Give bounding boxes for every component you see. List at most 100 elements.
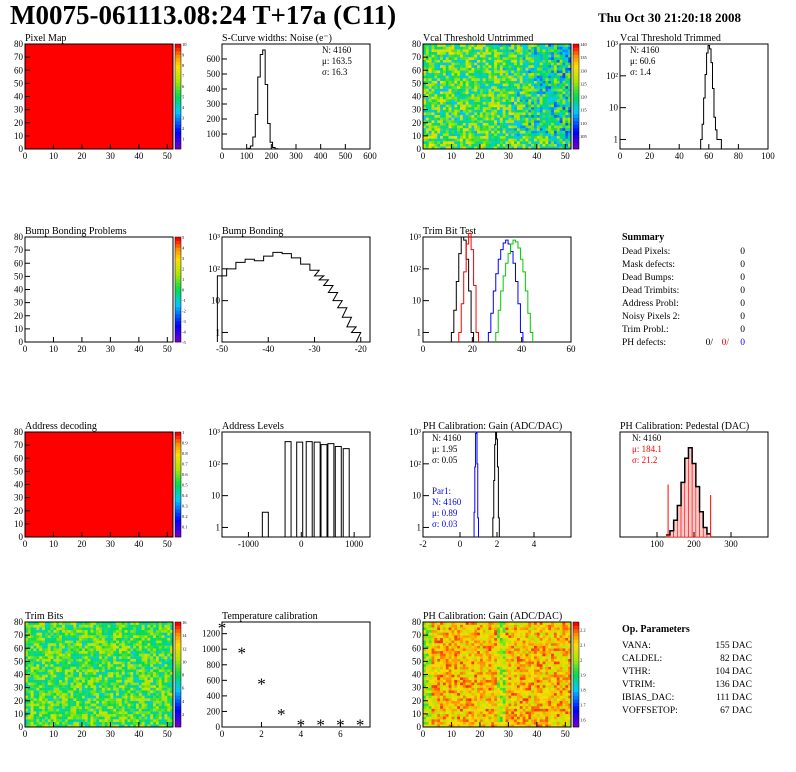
heatmap-cell — [477, 112, 481, 116]
color-scale-cell — [175, 93, 181, 97]
heatmap-cell — [474, 125, 478, 129]
heatmap-cell — [47, 643, 51, 646]
heatmap-cell — [33, 669, 37, 673]
heatmap-cell — [164, 692, 168, 696]
heatmap-cell — [425, 664, 429, 667]
heatmap-cell — [431, 93, 435, 97]
heatmap-cell — [76, 653, 80, 657]
heatmap-cell — [36, 629, 40, 633]
heatmap-cell — [462, 122, 466, 126]
heatmap-cell — [428, 711, 432, 715]
heatmap-cell — [42, 685, 46, 688]
heatmap-cell — [542, 88, 546, 92]
heatmap-cell — [155, 658, 159, 662]
heatmap-cell — [451, 146, 455, 150]
heatmap-cell — [423, 698, 427, 701]
heatmap-cell — [474, 112, 478, 116]
heatmap-cell — [562, 54, 566, 58]
heatmap-cell — [150, 700, 154, 704]
heatmap-cell — [499, 143, 503, 147]
heatmap-cell — [471, 135, 475, 139]
heatmap-cell — [113, 627, 117, 631]
heatmap-cell — [440, 698, 444, 701]
heatmap-cell — [53, 653, 57, 657]
heatmap-cell — [431, 59, 435, 63]
heatmap-cell — [460, 44, 464, 47]
heatmap-cell — [542, 54, 546, 58]
heatmap-cell — [44, 695, 48, 699]
heatmap-cell — [539, 99, 543, 102]
heatmap-cell — [90, 640, 94, 644]
heatmap-cell — [462, 83, 466, 87]
heatmap-cell — [565, 86, 569, 89]
heatmap-cell — [84, 648, 88, 652]
heatmap-cell — [428, 133, 432, 137]
heatmap-cell — [499, 83, 503, 87]
heatmap-cell — [553, 59, 557, 63]
heatmap-cell — [477, 51, 481, 55]
heatmap-cell — [568, 146, 572, 150]
heatmap-cell — [545, 120, 549, 123]
heatmap-cell — [539, 88, 543, 92]
heatmap-cell — [30, 627, 34, 631]
heatmap-cell — [482, 96, 486, 100]
heatmap-cell — [437, 59, 441, 63]
heatmap-cell — [565, 78, 569, 81]
heatmap-cell — [556, 59, 560, 63]
color-scale-cell — [175, 509, 181, 513]
x-tick-label: 0 — [23, 539, 28, 549]
heatmap-cell — [460, 83, 464, 87]
heatmap-cell — [147, 622, 151, 625]
heatmap-cell — [522, 67, 526, 71]
heatmap-cell — [33, 700, 37, 704]
heatmap-cell — [454, 65, 458, 68]
heatmap-cell — [130, 687, 134, 691]
heatmap-cell — [451, 690, 455, 694]
color-scale-cell — [175, 124, 181, 129]
heatmap-cell — [516, 141, 520, 144]
heatmap-cell — [559, 138, 563, 142]
heatmap-cell — [474, 128, 478, 131]
heatmap-cell — [47, 635, 51, 638]
heatmap-cell — [170, 622, 174, 625]
heatmap-cell — [90, 629, 94, 633]
heatmap-cell — [161, 635, 165, 638]
heatmap-cell — [158, 671, 162, 675]
heatmap-cell — [531, 122, 535, 126]
heatmap-cell — [425, 70, 429, 74]
heatmap-cell — [562, 78, 566, 81]
heatmap-cell — [548, 135, 552, 139]
heatmap-cell — [448, 46, 452, 50]
heatmap-cell — [47, 711, 51, 715]
heatmap-cell — [423, 637, 427, 641]
heatmap-cell — [428, 650, 432, 654]
heatmap-cell — [150, 648, 154, 652]
heatmap-cell — [138, 677, 142, 680]
heatmap-cell — [138, 653, 142, 657]
heatmap-cell — [431, 627, 435, 631]
heatmap-cell — [525, 83, 529, 87]
heatmap-cell — [491, 46, 495, 50]
heatmap-cell — [36, 721, 40, 725]
heatmap-cell — [84, 713, 88, 717]
heatmap-cell — [425, 46, 429, 50]
heatmap-cell — [79, 724, 83, 728]
heatmap-cell — [130, 719, 134, 722]
heatmap-cell — [534, 44, 538, 47]
heatmap-cell — [454, 51, 458, 55]
heatmap-cell — [499, 44, 503, 47]
heatmap-cell — [471, 80, 475, 84]
heatmap-cell — [73, 719, 77, 722]
heatmap-cell — [64, 624, 68, 628]
heatmap-cell — [428, 46, 432, 50]
heatmap-cell — [434, 645, 438, 649]
heatmap-cell — [551, 146, 555, 150]
heatmap-cell — [33, 650, 37, 654]
heatmap-cell — [161, 666, 165, 670]
heatmap-cell — [423, 130, 427, 134]
heatmap-cell — [136, 624, 140, 628]
heatmap-cell — [118, 637, 122, 641]
heatmap-cell — [136, 700, 140, 704]
heatmap-cell — [445, 637, 449, 641]
heatmap-cell — [56, 706, 60, 709]
